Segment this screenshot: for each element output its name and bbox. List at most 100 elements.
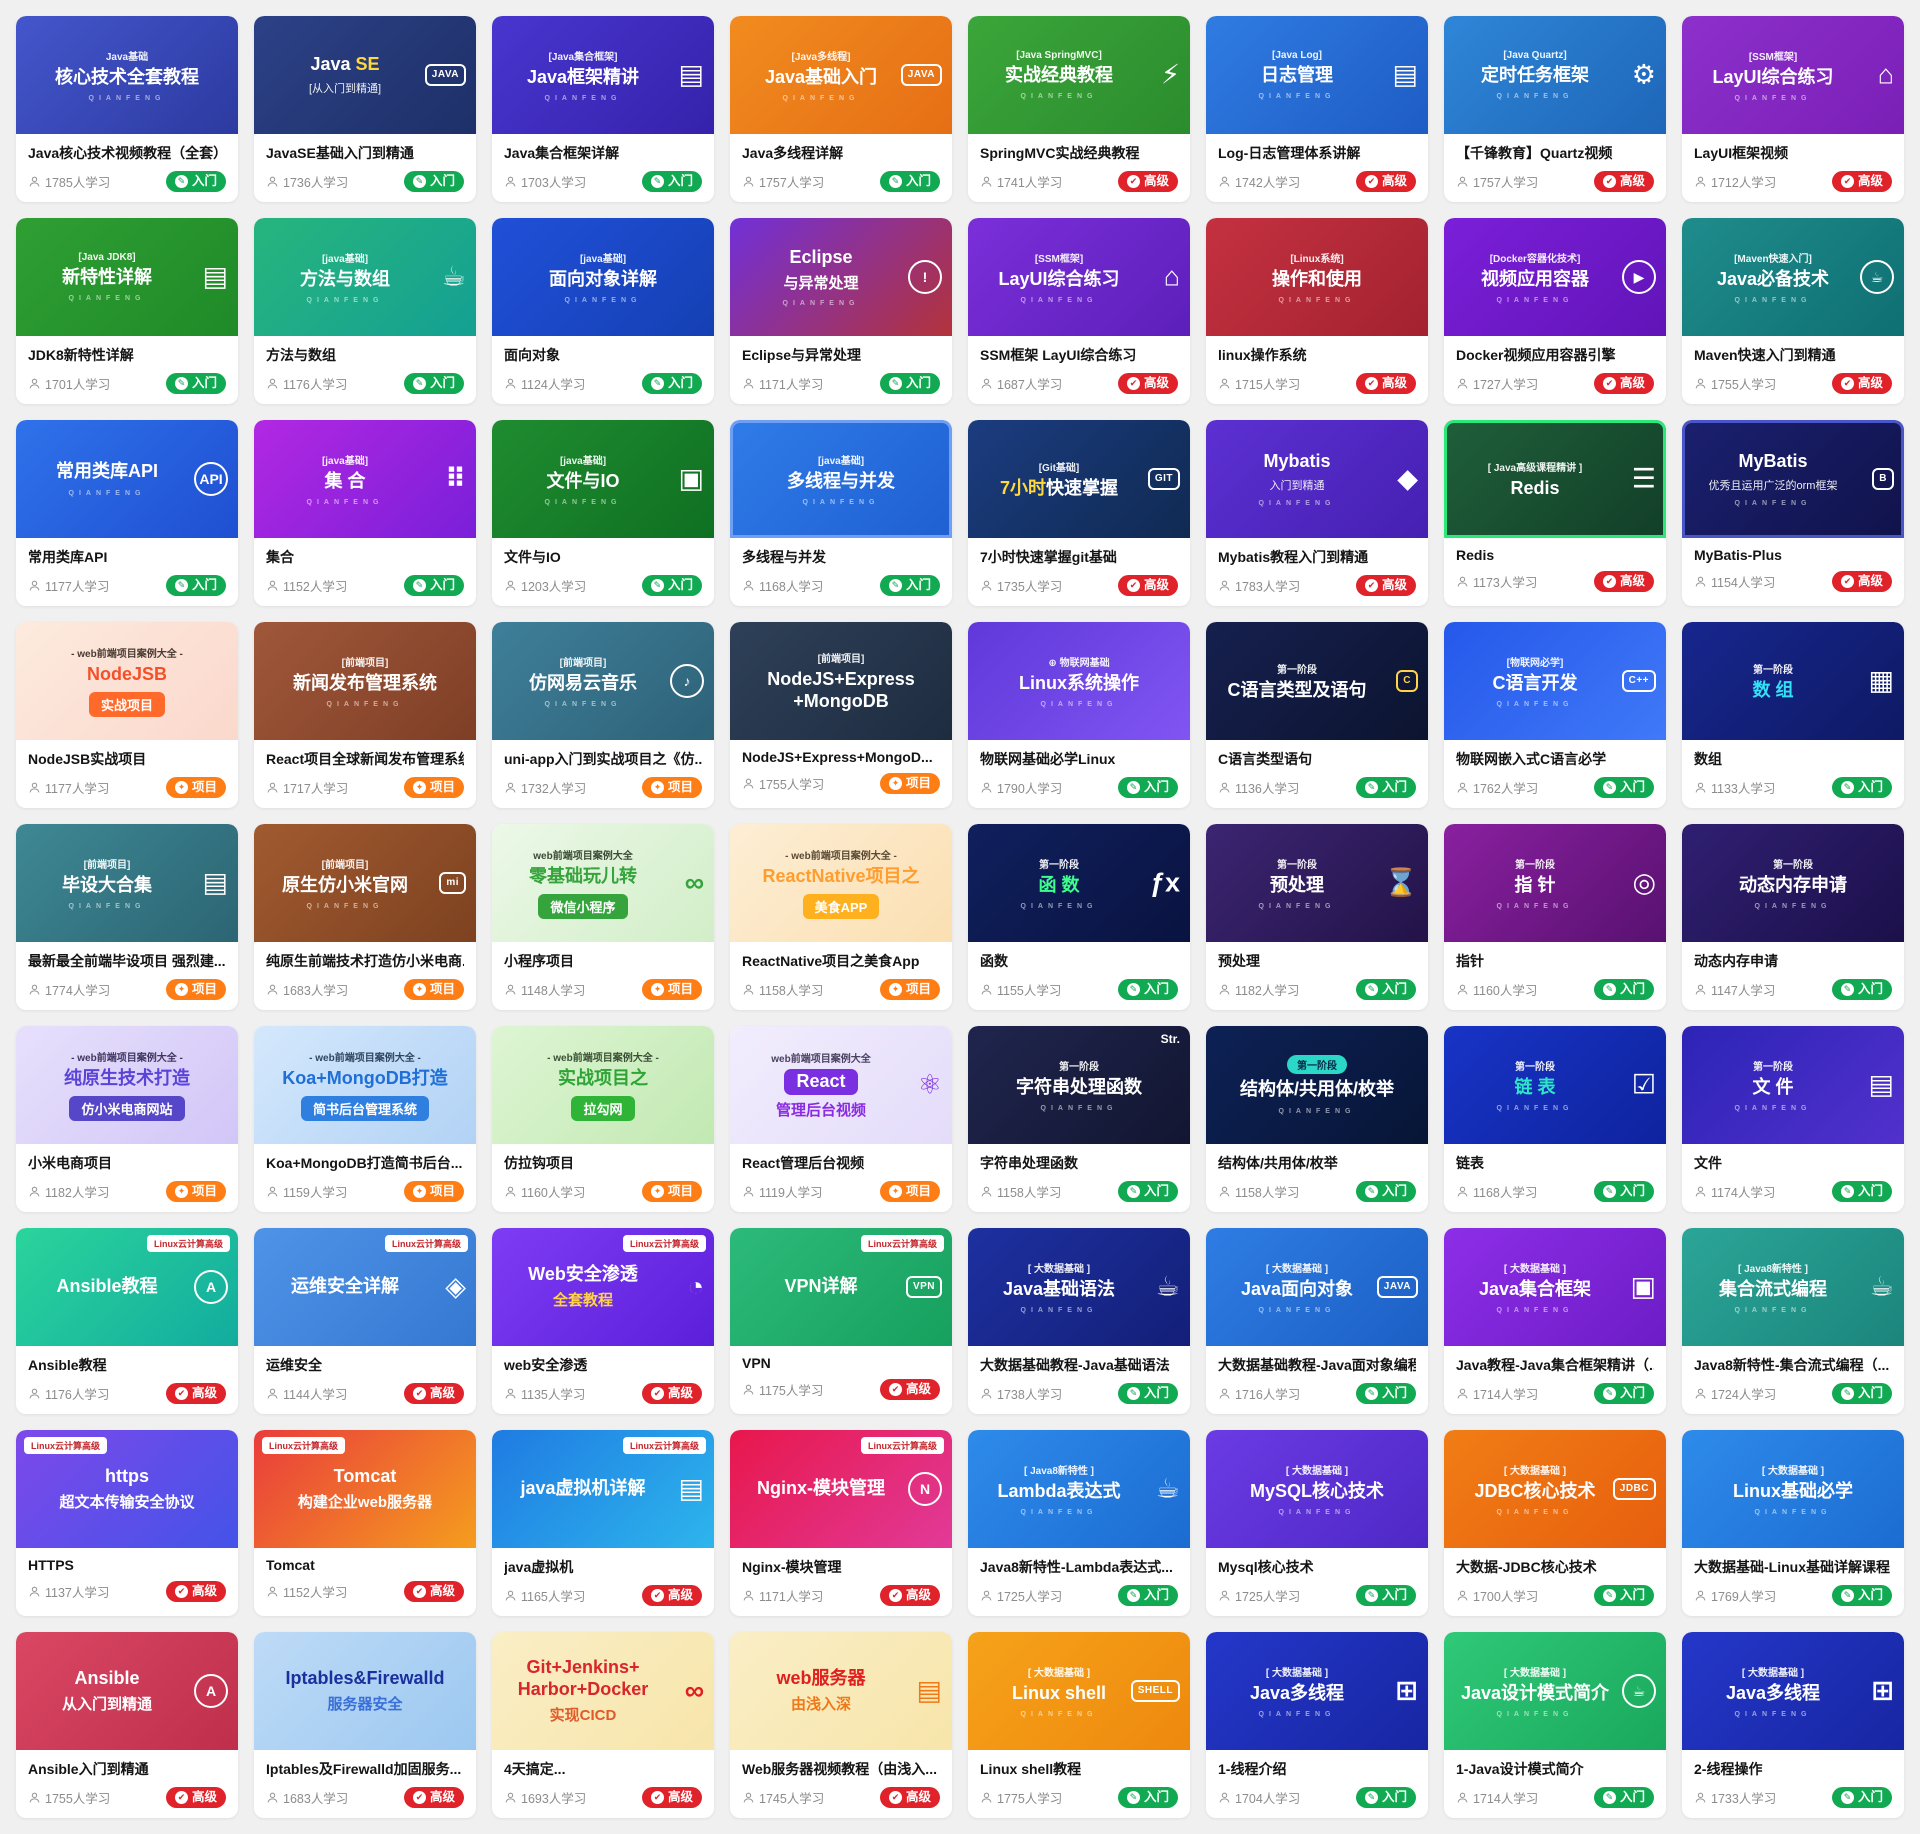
course-card[interactable]: 第一阶段 动态内存申请 QIANFENG 动态内存申请 1147人学习 ✎ 入门 — [1682, 824, 1904, 1010]
course-card[interactable]: [Docker容器化技术] 视频应用容器 QIANFENG ▶ Docker视频… — [1444, 218, 1666, 404]
badge-icon: ✎ — [1364, 983, 1378, 996]
course-card[interactable]: [java基础] 多线程与并发 QIANFENG 多线程与并发 1168人学习 … — [730, 420, 952, 606]
course-card[interactable]: [前端项目] 新闻发布管理系统 QIANFENG React项目全球新闻发布管理… — [254, 622, 476, 808]
course-card[interactable]: Linux云计算高级 Web安全渗透 全套教程 ◔ web安全渗透 1135人学… — [492, 1228, 714, 1414]
brand-watermark: QIANFENG — [544, 499, 622, 507]
thumb-tag: [Git基础] — [1038, 462, 1080, 474]
badge-label: 高级 — [1857, 376, 1883, 390]
student-count: 1159人学习 — [266, 1182, 347, 1201]
thumb-icon: ◔ — [687, 1271, 704, 1302]
course-card[interactable]: 第一阶段 文 件 QIANFENG ▤ 文件 1174人学习 ✎ 入门 — [1682, 1026, 1904, 1212]
student-count-text: 1135人学习 — [521, 1388, 586, 1402]
course-card[interactable]: web前端项目案例大全 零基础玩儿转 微信小程序 ∞ 小程序项目 1148人学习… — [492, 824, 714, 1010]
course-card[interactable]: Eclipse 与异常处理 QIANFENG ! Eclipse与异常处理 11… — [730, 218, 952, 404]
course-card[interactable]: - web前端项目案例大全 - NodeJSB 实战项目 NodeJSB实战项目… — [16, 622, 238, 808]
person-icon — [743, 778, 754, 789]
course-card[interactable]: [ Java高级课程精讲 ] Redis ☰ Redis 1173人学习 ✔ 高… — [1444, 420, 1666, 606]
course-card[interactable]: 第一阶段 指 针 QIANFENG ◎ 指针 1160人学习 ✎ 入门 — [1444, 824, 1666, 1010]
thumb-icon: GIT — [1147, 468, 1180, 490]
course-card[interactable]: - web前端项目案例大全 - 实战项目之 拉勾网 仿拉钩项目 1160人学习 … — [492, 1026, 714, 1212]
course-card[interactable]: 第一阶段 预处理 QIANFENG ⌛ 预处理 1182人学习 ✎ 入门 — [1206, 824, 1428, 1010]
card-body: 链表 1168人学习 ✎ 入门 — [1444, 1144, 1666, 1212]
course-card[interactable]: [ 大数据基础 ] Java集合框架 QIANFENG ▣ Java教程-Jav… — [1444, 1228, 1666, 1414]
course-card[interactable]: [ 大数据基础 ] Java基础语法 QIANFENG ☕ 大数据基础教程-Ja… — [968, 1228, 1190, 1414]
course-card[interactable]: Java SE [从入门到精通] JAVA JavaSE基础入门到精通 1736… — [254, 16, 476, 202]
course-card[interactable]: [ 大数据基础 ] JDBC核心技术 QIANFENG JDBC 大数据-JDB… — [1444, 1430, 1666, 1616]
course-card[interactable]: Linux云计算高级 Ansible教程 A Ansible教程 1176人学习… — [16, 1228, 238, 1414]
course-card[interactable]: [前端项目] NodeJS+Express +MongoDB NodeJS+Ex… — [730, 622, 952, 808]
thumb-tag: [ 大数据基础 ] — [1503, 1667, 1567, 1679]
course-card[interactable]: [前端项目] 原生仿小米官网 QIANFENG mi 纯原生前端技术打造仿小米电… — [254, 824, 476, 1010]
course-card[interactable]: [ Java8新特性 ] 集合流式编程 QIANFENG ☕ Java8新特性-… — [1682, 1228, 1904, 1414]
course-card[interactable]: Linux云计算高级 VPN详解 VPN VPN 1175人学习 ✔ 高级 — [730, 1228, 952, 1414]
course-card[interactable]: 第一阶段 链 表 QIANFENG ☑ 链表 1168人学习 ✎ 入门 — [1444, 1026, 1666, 1212]
course-card[interactable]: [Java集合框架] Java框架精讲 QIANFENG ▤ Java集合框架详… — [492, 16, 714, 202]
course-card[interactable]: [java基础] 集 合 QIANFENG ⠿ 集合 1152人学习 ✎ 入门 — [254, 420, 476, 606]
course-card[interactable]: MyBatis 优秀且运用广泛的orm框架 QIANFENG B MyBatis… — [1682, 420, 1904, 606]
course-card[interactable]: [Java Log] 日志管理 QIANFENG ▤ Log-日志管理体系讲解 … — [1206, 16, 1428, 202]
course-card[interactable]: [SSM框架] LayUI综合练习 QIANFENG ⌂ LayUI框架视频 1… — [1682, 16, 1904, 202]
course-card[interactable]: [ 大数据基础 ] Linux shell QIANFENG SHELL Lin… — [968, 1632, 1190, 1818]
course-card[interactable]: web服务器 由浅入深 ▤ Web服务器视频教程（由浅入... 1745人学习 … — [730, 1632, 952, 1818]
course-card[interactable]: [ 大数据基础 ] Java多线程 QIANFENG ⊞ 1-线程介绍 1704… — [1206, 1632, 1428, 1818]
course-card[interactable]: - web前端项目案例大全 - Koa+MongoDB打造 简书后台管理系统 K… — [254, 1026, 476, 1212]
course-card[interactable]: [ 大数据基础 ] Linux基础必学 QIANFENG 大数据基础-Linux… — [1682, 1430, 1904, 1616]
level-badge: ✔ 高级 — [1355, 575, 1416, 596]
course-card[interactable]: ⊕ 物联网基础 Linux系统操作 QIANFENG 物联网基础必学Linux … — [968, 622, 1190, 808]
course-card[interactable]: - web前端项目案例大全 - ReactNative项目之 美食APP Rea… — [730, 824, 952, 1010]
level-badge: ✔ 高级 — [165, 1581, 226, 1602]
person-icon — [267, 580, 278, 591]
course-card[interactable]: [前端项目] 毕设大合集 QIANFENG ▤ 最新最全前端毕设项目 强烈建..… — [16, 824, 238, 1010]
course-card[interactable]: Linux云计算高级 运维安全详解 ◈ 运维安全 1144人学习 ✔ 高级 — [254, 1228, 476, 1414]
course-card[interactable]: [ Java8新特性 ] Lambda表达式 QIANFENG ☕ Java8新… — [968, 1430, 1190, 1616]
course-card[interactable]: [SSM框架] LayUI综合练习 QIANFENG ⌂ SSM框架 LayUI… — [968, 218, 1190, 404]
course-card[interactable]: Ansible 从入门到精通 A Ansible入门到精通 1755人学习 ✔ … — [16, 1632, 238, 1818]
course-card[interactable]: [ 大数据基础 ] Java设计模式简介 QIANFENG ☕ 1-Java设计… — [1444, 1632, 1666, 1818]
card-meta: 1704人学习 ✎ 入门 — [1218, 1787, 1416, 1808]
course-card[interactable]: [Git基础] 7小时快速掌握 GIT 7小时快速掌握git基础 1735人学习… — [968, 420, 1190, 606]
badge-label: 项目 — [191, 780, 217, 794]
course-card[interactable]: [Java JDK8] 新特性详解 QIANFENG ▤ JDK8新特性详解 1… — [16, 218, 238, 404]
course-card[interactable]: [Java Quartz] 定时任务框架 QIANFENG ⚙ 【千锋教育】Qu… — [1444, 16, 1666, 202]
course-card[interactable]: Linux云计算高级 Nginx-模块管理 N Nginx-模块管理 1171人… — [730, 1430, 952, 1616]
course-card[interactable]: Linux云计算高级 https 超文本传输安全协议 HTTPS 1137人学习… — [16, 1430, 238, 1616]
course-card[interactable]: 第一阶段 数 组 ▦ 数组 1133人学习 ✎ 入门 — [1682, 622, 1904, 808]
person-icon — [1219, 580, 1230, 591]
course-card[interactable]: 第一阶段 C语言类型及语句 C C语言类型语句 1136人学习 ✎ 入门 — [1206, 622, 1428, 808]
thumb-tag: - web前端项目案例大全 - — [547, 1052, 659, 1064]
course-card[interactable]: Str. 第一阶段 字符串处理函数 QIANFENG 字符串处理函数 1158人… — [968, 1026, 1190, 1212]
course-card[interactable]: 常用类库API QIANFENG API 常用类库API 1177人学习 ✎ 入… — [16, 420, 238, 606]
course-card[interactable]: Java基础 核心技术全套教程 QIANFENG Java核心技术视频教程（全套… — [16, 16, 238, 202]
card-body: JDK8新特性详解 1701人学习 ✎ 入门 — [16, 336, 238, 404]
course-card[interactable]: Iptables&Firewalld 服务器安全 Iptables及Firewa… — [254, 1632, 476, 1818]
thumb-title: 定时任务框架 — [1481, 64, 1589, 85]
course-card[interactable]: [java基础] 面向对象详解 QIANFENG 面向对象 1124人学习 ✎ … — [492, 218, 714, 404]
course-card[interactable]: [ 大数据基础 ] Java面向对象 QIANFENG JAVA 大数据基础教程… — [1206, 1228, 1428, 1414]
course-card[interactable]: web前端项目案例大全 React 管理后台视频 ⚛ React管理后台视频 1… — [730, 1026, 952, 1212]
course-card[interactable]: [Linux系统] 操作和使用 QIANFENG linux操作系统 1715人… — [1206, 218, 1428, 404]
course-card[interactable]: [java基础] 方法与数组 QIANFENG ☕ 方法与数组 1176人学习 … — [254, 218, 476, 404]
course-thumbnail: Linux云计算高级 运维安全详解 ◈ — [254, 1228, 476, 1346]
thumb-icon: ! — [908, 260, 942, 294]
card-meta: 1714人学习 ✎ 入门 — [1456, 1383, 1654, 1404]
person-icon — [981, 580, 992, 591]
course-card[interactable]: Mybatis 入门到精通 QIANFENG ◆ Mybatis教程入门到精通 … — [1206, 420, 1428, 606]
course-card[interactable]: [ 大数据基础 ] Java多线程 QIANFENG ⊞ 2-线程操作 1733… — [1682, 1632, 1904, 1818]
badge-icon: ✎ — [1840, 983, 1854, 996]
course-thumbnail: [Java Quartz] 定时任务框架 QIANFENG ⚙ — [1444, 16, 1666, 134]
course-card[interactable]: [java基础] 文件与IO QIANFENG ▣ 文件与IO 1203人学习 … — [492, 420, 714, 606]
course-card[interactable]: 第一阶段 函 数 QIANFENG ƒx 函数 1155人学习 ✎ 入门 — [968, 824, 1190, 1010]
brand-watermark: QIANFENG — [1754, 1509, 1832, 1517]
course-card[interactable]: [Java多线程] Java基础入门 QIANFENG JAVA Java多线程… — [730, 16, 952, 202]
course-card[interactable]: [ 大数据基础 ] MySQL核心技术 QIANFENG Mysql核心技术 1… — [1206, 1430, 1428, 1616]
card-body: VPN 1175人学习 ✔ 高级 — [730, 1346, 952, 1410]
course-card[interactable]: [Maven快速入门] Java必备技术 QIANFENG ☕ Maven快速入… — [1682, 218, 1904, 404]
course-card[interactable]: [Java SpringMVC] 实战经典教程 QIANFENG ⚡ Sprin… — [968, 16, 1190, 202]
course-card[interactable]: 第一阶段 结构体/共用体/枚举 QIANFENG 结构体/共用体/枚举 1158… — [1206, 1026, 1428, 1212]
course-card[interactable]: Linux云计算高级 java虚拟机详解 ▤ java虚拟机 1165人学习 ✔… — [492, 1430, 714, 1616]
course-card[interactable]: [物联网必学] C语言开发 QIANFENG C++ 物联网嵌入式C语言必学 1… — [1444, 622, 1666, 808]
course-card[interactable]: Git+Jenkins+ Harbor+Docker 实现CICD ∞ 4天搞定… — [492, 1632, 714, 1818]
course-card[interactable]: Linux云计算高级 Tomcat 构建企业web服务器 Tomcat 1152… — [254, 1430, 476, 1616]
course-card[interactable]: [前端项目] 仿网易云音乐 QIANFENG ♪ uni-app入门到实战项目之… — [492, 622, 714, 808]
course-card[interactable]: - web前端项目案例大全 - 纯原生技术打造 仿小米电商网站 小米电商项目 1… — [16, 1026, 238, 1212]
